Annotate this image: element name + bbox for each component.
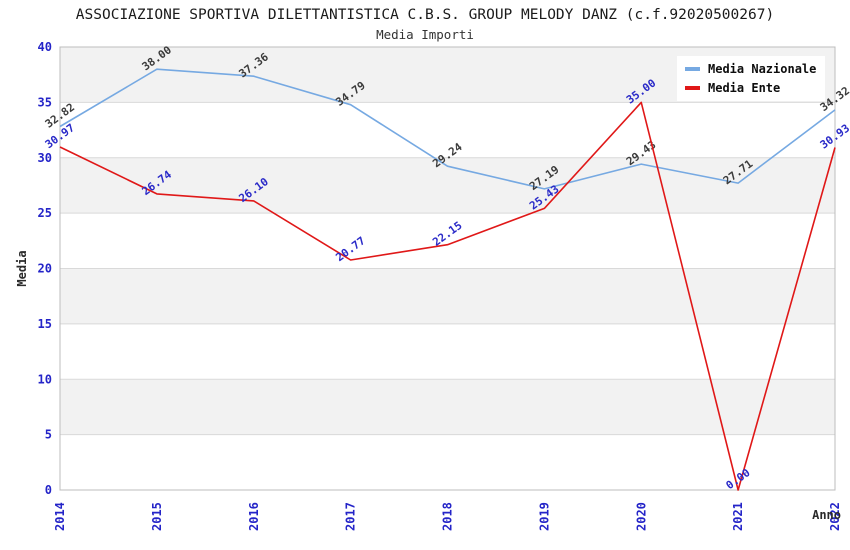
y-tick-label: 30 bbox=[38, 151, 52, 165]
line-swatch-ente-icon bbox=[685, 86, 700, 90]
x-tick-label: 2014 bbox=[53, 502, 67, 531]
legend: Media Nazionale Media Ente bbox=[677, 56, 826, 101]
y-tick-label: 15 bbox=[38, 317, 52, 331]
y-tick-label: 0 bbox=[45, 483, 52, 497]
x-tick-label: 2019 bbox=[537, 502, 551, 531]
y-tick-label: 25 bbox=[38, 206, 52, 220]
series-line-nazionale bbox=[59, 68, 836, 190]
y-tick-label: 5 bbox=[45, 428, 52, 442]
grid-band bbox=[60, 379, 835, 435]
y-tick-label: 10 bbox=[38, 372, 52, 386]
plot-border bbox=[59, 46, 836, 491]
legend-label-media-nazionale: Media Nazionale bbox=[708, 62, 817, 76]
series-line-ente bbox=[59, 101, 836, 491]
x-tick-label: 2017 bbox=[344, 502, 358, 531]
x-tick-label: 2021 bbox=[731, 502, 745, 531]
grid-band bbox=[60, 268, 835, 324]
y-tick-label: 20 bbox=[38, 262, 52, 276]
legend-item-media-ente: Media Ente bbox=[685, 81, 816, 95]
legend-item-media-nazionale: Media Nazionale bbox=[685, 62, 816, 76]
x-tick-label: 2018 bbox=[441, 502, 455, 531]
y-tick-label: 40 bbox=[38, 40, 52, 54]
line-swatch-nazionale-icon bbox=[685, 67, 700, 71]
x-axis-title: Anno bbox=[812, 508, 841, 522]
y-axis-title: Media bbox=[15, 250, 29, 286]
x-tick-label: 2020 bbox=[634, 502, 648, 531]
x-tick-label: 2022 bbox=[828, 502, 842, 531]
chart-subtitle: Media Importi bbox=[376, 27, 474, 42]
x-tick-label: 2016 bbox=[247, 502, 261, 531]
x-tick-label: 2015 bbox=[150, 502, 164, 531]
chart-title: ASSOCIAZIONE SPORTIVA DILETTANTISTICA C.… bbox=[75, 7, 775, 23]
legend-label-media-ente: Media Ente bbox=[708, 81, 781, 95]
y-tick-label: 35 bbox=[38, 95, 52, 109]
data-point-label: 30.93 bbox=[818, 122, 850, 152]
